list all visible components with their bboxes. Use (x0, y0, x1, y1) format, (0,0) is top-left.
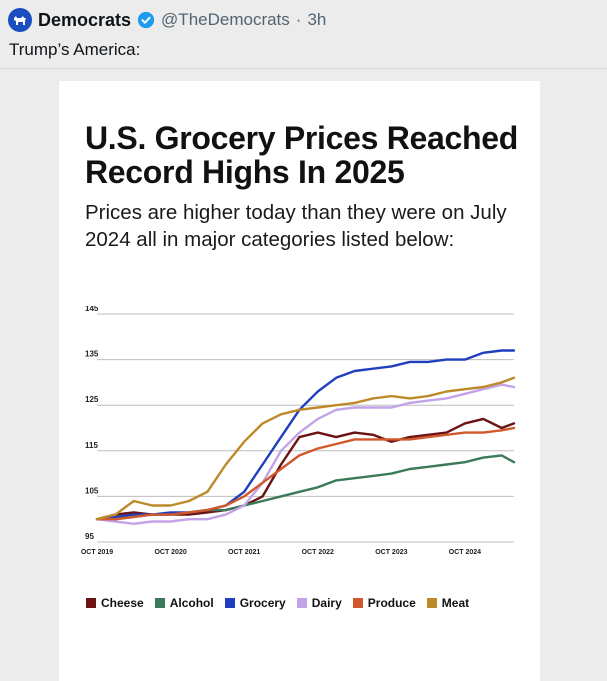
legend-label: Produce (367, 596, 416, 610)
legend-swatch (86, 598, 96, 608)
legend-swatch (224, 598, 235, 608)
legend-swatch (154, 598, 165, 608)
card-title: U.S. Grocery Prices Reached Record Highs… (85, 120, 519, 190)
legend-item-meat: Meat (426, 596, 470, 610)
legend-swatch (426, 598, 437, 608)
chart-image-card[interactable]: U.S. Grocery Prices Reached Record Highs… (59, 81, 540, 681)
legend-label: Alcohol (169, 596, 214, 610)
post-header: Democrats @TheDemocrats · 3h (8, 8, 326, 32)
series-line-dairy (95, 383, 516, 526)
y-tick-label: 115 (85, 441, 98, 450)
x-tick-label: OCT 2022 (302, 549, 334, 556)
card-subtitle: Prices are higher today than they were o… (85, 201, 507, 251)
legend-label: Grocery (239, 596, 286, 610)
legend-label: Cheese (101, 596, 144, 610)
separator-dot: · (295, 10, 302, 29)
series-line-grocery (95, 349, 516, 521)
verified-badge-icon (137, 11, 155, 29)
grocery-price-line-chart: 95 105 115 125 135 145 OCT 2019 OCT 2020 OCT 202… (81, 306, 516, 556)
chart-legend: Cheese Alcohol Grocery Dairy Produce Meat (86, 596, 469, 610)
x-tick-label: OCT 2021 (228, 549, 260, 556)
y-tick-label: 105 (85, 486, 99, 495)
legend-item-alcohol: Alcohol (154, 596, 214, 610)
legend-item-cheese: Cheese (86, 596, 144, 610)
legend-swatch (296, 598, 307, 608)
legend-item-grocery: Grocery (224, 596, 286, 610)
x-tick-label: OCT 2024 (449, 549, 481, 556)
legend-item-dairy: Dairy (296, 596, 342, 610)
donkey-icon (14, 16, 26, 25)
legend-label: Dairy (311, 596, 342, 610)
series-line-produce (95, 426, 516, 521)
y-tick-label: 145 (85, 306, 99, 313)
author-handle[interactable]: @TheDemocrats (161, 10, 290, 29)
x-tick-label: OCT 2023 (375, 549, 407, 556)
legend-swatch (352, 598, 363, 608)
series-line-alcohol (95, 454, 516, 521)
x-tick-label: OCT 2020 (154, 549, 186, 556)
y-tick-label: 95 (85, 532, 94, 541)
author-name[interactable]: Democrats (38, 9, 132, 30)
x-tick-label: OCT 2019 (81, 549, 113, 556)
y-tick-label: 135 (85, 350, 99, 359)
legend-item-produce: Produce (352, 596, 416, 610)
post-timestamp[interactable]: 3h (307, 10, 327, 29)
avatar[interactable] (8, 8, 32, 32)
legend-label: Meat (441, 596, 470, 610)
post-text: Trump’s America: (9, 40, 141, 59)
y-tick-label: 125 (85, 395, 99, 404)
series-line-meat (95, 376, 516, 521)
